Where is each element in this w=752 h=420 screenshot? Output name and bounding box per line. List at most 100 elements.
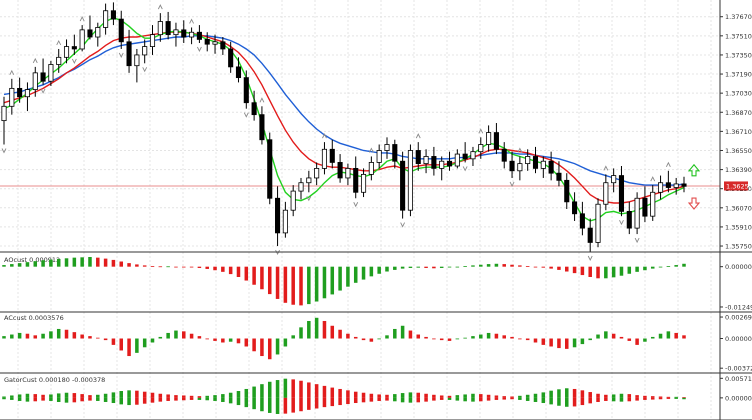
candle-body	[548, 160, 554, 174]
histogram-bar	[596, 266, 600, 279]
price-chart-pane[interactable]	[0, 0, 720, 262]
histogram-bar	[33, 261, 38, 267]
histogram-bar	[103, 393, 108, 398]
ao-panel[interactable]: AOcust 0.000912 0.000000 -0.012491	[2, 256, 752, 311]
histogram-bar	[244, 338, 249, 347]
histogram-bar	[103, 397, 108, 402]
histogram-bar	[682, 397, 686, 398]
candle	[579, 201, 585, 236]
candle-body	[110, 10, 116, 20]
fractal-down-marker	[634, 237, 640, 244]
histogram-bar	[2, 265, 6, 267]
histogram-bar	[221, 338, 225, 343]
candle	[392, 139, 398, 169]
price-axis-label: 1.35750	[725, 243, 752, 251]
candle	[493, 123, 499, 155]
candle-body	[392, 144, 398, 162]
candle	[56, 48, 62, 73]
candle-body	[298, 182, 304, 192]
histogram-bar	[682, 335, 686, 339]
panel-axis-label: 0.0026952	[725, 314, 752, 322]
candle-body	[376, 150, 382, 163]
histogram-bar	[299, 327, 303, 339]
candle-body	[454, 153, 460, 167]
histogram-bar	[439, 395, 444, 398]
candle-body	[501, 148, 507, 162]
histogram-bar	[314, 266, 319, 302]
candle-body	[235, 66, 242, 79]
candle	[532, 146, 539, 174]
histogram-bar	[64, 258, 69, 267]
fractal-down-marker	[353, 202, 359, 208]
candle	[267, 132, 273, 205]
candle-body	[431, 156, 437, 169]
histogram-bar	[424, 266, 428, 268]
candle	[251, 90, 257, 121]
candle	[548, 151, 554, 181]
histogram-bar	[96, 397, 100, 401]
candle	[134, 48, 140, 83]
histogram-bar	[182, 397, 186, 401]
histogram-bar	[361, 338, 366, 341]
histogram-bar	[588, 392, 592, 398]
histogram-bar	[377, 338, 381, 340]
candle-body	[486, 132, 492, 145]
histogram-bar	[611, 266, 616, 278]
gator-panel[interactable]: GatorCust 0.000180 -0.000378 0.00571 0.00…	[2, 375, 752, 414]
histogram-bar	[260, 266, 264, 290]
histogram-bar	[10, 264, 14, 267]
histogram-bar	[471, 336, 475, 339]
histogram-bar	[80, 397, 84, 402]
fractal-down-marker	[1, 148, 7, 154]
candle	[376, 144, 382, 169]
histogram-bar	[338, 388, 342, 398]
histogram-bar	[424, 397, 428, 402]
histogram-bar	[353, 266, 358, 283]
histogram-bar	[432, 338, 436, 340]
candle-body	[650, 191, 656, 217]
candle	[423, 149, 429, 174]
histogram-bar	[565, 338, 569, 349]
histogram-bar	[275, 397, 280, 414]
histogram-bar	[330, 387, 335, 398]
panel-axis-label: 0.0000000	[725, 335, 752, 343]
histogram-bar	[88, 336, 92, 339]
histogram-bar	[525, 338, 530, 341]
histogram-bar	[142, 338, 147, 348]
histogram-bar	[596, 393, 600, 398]
candle	[32, 66, 38, 97]
histogram-bar	[619, 266, 624, 276]
candle-body	[400, 160, 406, 211]
histogram-bar	[588, 338, 592, 341]
histogram-bar	[158, 393, 163, 398]
histogram-bar	[135, 264, 139, 267]
histogram-bar	[502, 264, 506, 267]
histogram-bar	[549, 266, 553, 269]
fractal-down-marker	[243, 112, 249, 118]
histogram-bar	[103, 338, 108, 341]
ma-blue-line	[3, 35, 685, 186]
histogram-bar	[549, 338, 553, 347]
histogram-bar	[10, 395, 14, 398]
candle-body	[587, 227, 593, 243]
fractal-up-marker	[9, 69, 15, 76]
histogram-bar	[580, 338, 585, 345]
histogram-bar	[127, 338, 131, 357]
candle	[1, 96, 7, 145]
histogram-bar	[111, 392, 116, 398]
histogram-bar	[307, 320, 311, 339]
histogram-bar	[658, 266, 663, 268]
candle	[509, 151, 515, 178]
candle	[501, 142, 507, 169]
candle	[48, 60, 54, 86]
histogram-bar	[221, 397, 225, 402]
candle-body	[337, 162, 343, 179]
histogram-bar	[260, 397, 264, 412]
candle	[658, 175, 664, 200]
histogram-bar	[330, 266, 335, 295]
histogram-bar	[96, 394, 100, 398]
histogram-bar	[666, 331, 671, 339]
ac-panel[interactable]: ACcust 0.0003576 0.0026952 0.0000000 -0.00…	[2, 314, 752, 373]
